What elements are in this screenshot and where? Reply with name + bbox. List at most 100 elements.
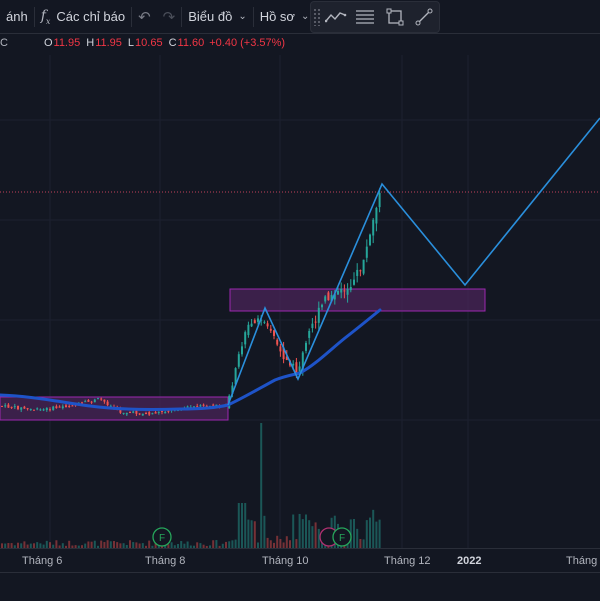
volume-bar [10, 543, 13, 548]
candle-body [61, 406, 64, 409]
candle-body [202, 404, 205, 406]
candle-body [10, 406, 13, 408]
candle-body [327, 292, 330, 301]
x-tick: 2022 [457, 555, 482, 567]
candle-body [317, 307, 320, 323]
volume-bar [177, 543, 179, 548]
candle-body [39, 409, 42, 411]
indicators-button[interactable]: fx Các chỉ báo [35, 0, 131, 33]
x-tick: Tháng 8 [145, 555, 186, 567]
volume-bar [241, 503, 243, 548]
candle-body [359, 270, 362, 272]
svg-text:F: F [159, 533, 165, 544]
volume-bar [36, 542, 39, 548]
candle-body [375, 207, 378, 224]
volume-bar [90, 541, 93, 548]
candle-body [260, 319, 263, 321]
candle-body [58, 406, 61, 408]
candle-body [84, 401, 87, 403]
candle-body [346, 288, 349, 295]
candle-body [13, 406, 16, 408]
toolbar-cut-item[interactable]: ánh [0, 0, 34, 33]
candle-body [23, 406, 26, 409]
fib-lines-icon[interactable] [350, 3, 380, 31]
drag-handle[interactable] [313, 8, 321, 26]
volume-bar [218, 545, 221, 548]
candle-body [106, 401, 109, 406]
volume-bar [93, 540, 96, 548]
volume-bar [282, 542, 285, 548]
volume-bar [209, 545, 211, 548]
candle-body [250, 323, 253, 327]
candle-body [33, 409, 35, 411]
volume-bar [164, 544, 167, 548]
candle-body [237, 354, 240, 367]
volume-bar [129, 540, 131, 548]
change-value: +0.40 (+3.57%) [209, 37, 286, 49]
volume-bar [225, 541, 227, 548]
profile-button[interactable]: Hồ sơ ⌄ [254, 0, 316, 33]
low-value: 10.65 [135, 37, 163, 49]
volume-bar [173, 545, 176, 548]
profile-label: Hồ sơ [259, 9, 295, 24]
candle-body [263, 321, 266, 323]
volume-bar [77, 545, 80, 548]
candle-body [285, 356, 288, 361]
candle-body [52, 406, 55, 410]
candle-body [205, 405, 208, 407]
price-chart[interactable]: F F [0, 0, 600, 548]
chevron-down-icon: ⌄ [238, 11, 247, 22]
volume-bar [199, 543, 202, 548]
volume-bar [231, 540, 234, 548]
trend-line-icon[interactable] [321, 3, 351, 31]
volume-bar [193, 545, 195, 548]
x-tick: Tháng 6 [22, 555, 63, 567]
redo-icon[interactable]: ↷ [162, 8, 176, 26]
volume-bar [356, 528, 359, 548]
chart-type-button[interactable]: Biểu đồ ⌄ [182, 0, 252, 33]
volume-bar [1, 543, 3, 548]
volume-bar [45, 540, 48, 548]
resistance-zone[interactable] [229, 288, 486, 312]
undo-icon[interactable]: ↶ [138, 8, 151, 26]
zigzag-projection[interactable] [227, 117, 600, 406]
candle-body [154, 412, 157, 414]
volume-bar [65, 545, 67, 548]
volume-bar [372, 509, 375, 548]
candle-body [253, 320, 256, 324]
line-tool-icon[interactable] [409, 3, 439, 31]
volume-bar [20, 543, 23, 548]
volume-bar [196, 542, 199, 548]
x-tick: Tháng 10 [262, 555, 309, 567]
volume-bar [97, 545, 99, 548]
event-marker[interactable]: F [152, 527, 172, 547]
event-marker[interactable]: F [332, 527, 352, 547]
grid-lines [0, 55, 600, 548]
toolbar-divider [181, 6, 183, 27]
candle-body [157, 411, 160, 413]
candle-body [372, 219, 375, 236]
candle-body [4, 405, 7, 407]
volume-bar [269, 540, 272, 548]
volume-bar [365, 520, 368, 548]
candle-body [349, 287, 352, 291]
candle-body [378, 192, 381, 208]
candle-body [132, 411, 135, 413]
candle-body [125, 412, 128, 415]
volume-bar [359, 538, 362, 548]
volume-bar [311, 526, 314, 548]
volume-bar [13, 545, 16, 548]
candle-body [308, 330, 311, 338]
candle-body [135, 410, 138, 414]
volume-bar [186, 541, 189, 548]
candle-body [212, 404, 215, 406]
open-label: O [43, 37, 53, 49]
time-axis[interactable]: Tháng 6 Tháng 8 Tháng 10 Tháng 12 2022 T… [0, 548, 600, 573]
volume-bar [205, 545, 208, 548]
volume-bar [151, 545, 154, 548]
candle-body [164, 411, 167, 414]
volume-bar [7, 543, 10, 548]
rectangle-icon[interactable] [380, 3, 410, 31]
volume-bar [212, 540, 215, 548]
volume-bar [135, 542, 138, 548]
